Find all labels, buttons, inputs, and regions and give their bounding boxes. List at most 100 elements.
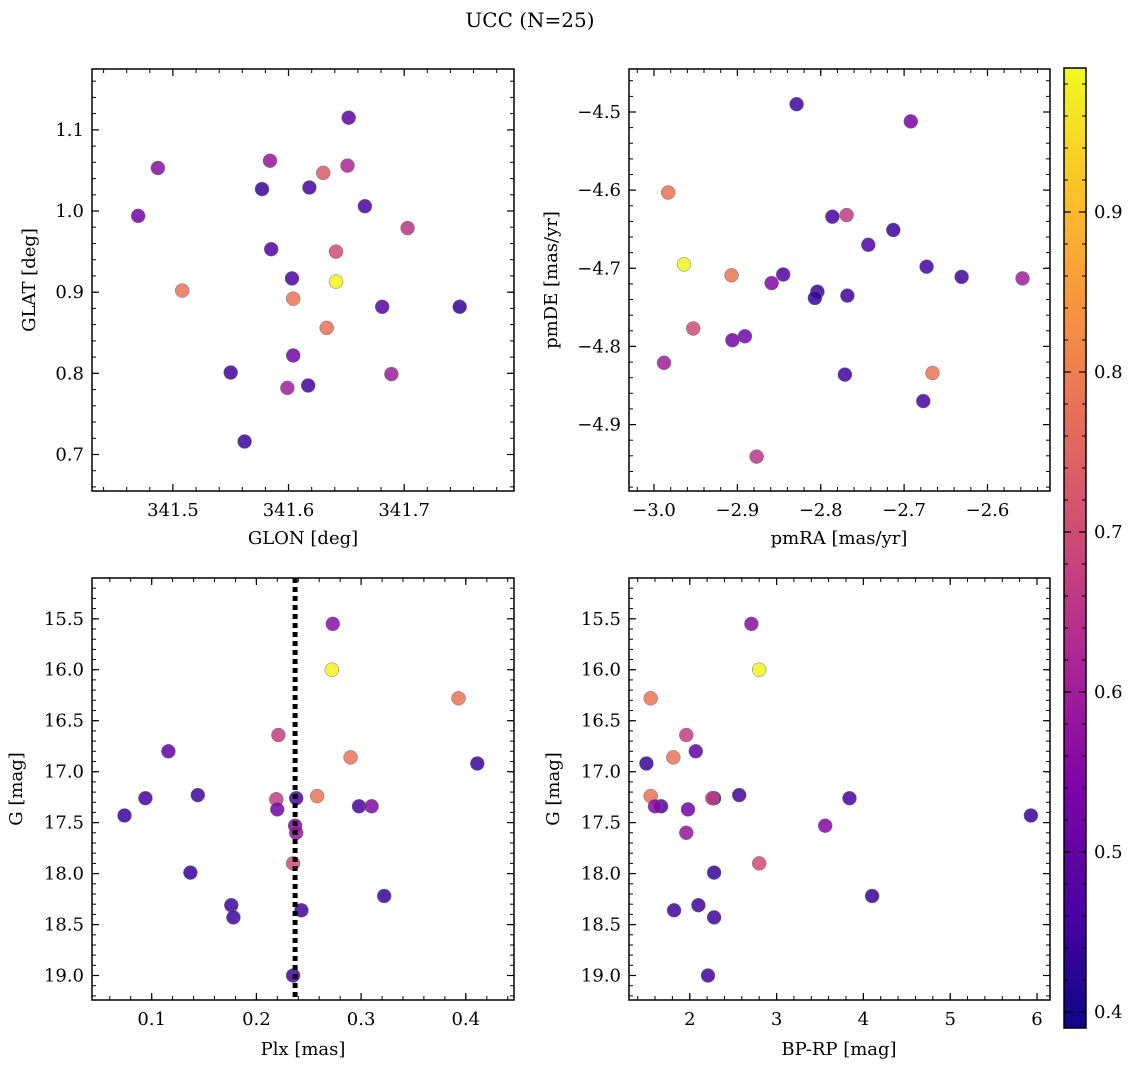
y-tick-label: 17.5 [44,813,84,834]
data-point [837,367,853,382]
x-tick-label: 0.3 [347,1009,376,1030]
x-tick-label: 3 [771,1009,782,1030]
data-point [223,365,238,380]
y-axis-label: G [mag] [6,752,27,825]
data-point [351,799,367,814]
data-point [691,897,706,913]
data-point [300,378,316,393]
data-point [679,825,694,841]
y-tick-label: 18.0 [581,864,621,885]
data-point [324,662,340,677]
data-point [451,691,466,706]
data-point [280,380,295,396]
data-point [751,662,767,677]
data-point [254,181,270,197]
data-point [817,818,833,833]
colorbar-frame [1063,67,1087,1029]
data-point [825,209,840,224]
data-point [470,756,485,771]
data-point [643,691,658,706]
y-tick-label: 18.0 [44,864,84,885]
data-point [343,750,358,765]
y-tick-label: 19.0 [44,966,84,987]
data-point [789,96,804,112]
data-point [1023,808,1039,823]
data-point [725,332,740,348]
data-point [325,616,341,632]
data-point [130,208,146,224]
colorbar-gradient [1064,68,1086,1028]
data-point [117,808,132,823]
data-point [262,153,278,168]
data-point [660,185,676,200]
data-point [705,790,720,806]
data-point [954,269,969,285]
colorbar-tick-label: 0.9 [1094,202,1123,223]
y-tick-label: −4.6 [577,180,621,201]
colorbar-tick-label: 0.5 [1094,842,1123,863]
y-tick-label: 0.8 [55,363,84,384]
data-point [309,788,325,804]
data-point [285,291,301,306]
x-tick-label: 5 [944,1009,955,1030]
y-tick-label: −4.7 [577,258,621,279]
data-point [263,241,279,257]
y-tick-label: 0.9 [55,282,84,303]
x-tick-label: 6 [1031,1009,1042,1030]
data-point [271,727,286,743]
data-point [886,222,901,238]
y-axis-label: pmDE [mas/yr] [541,211,562,349]
data-point [700,968,716,983]
data-point [285,348,301,363]
y-tick-label: 16.0 [44,660,84,681]
data-point [842,790,857,806]
data-point [384,366,399,382]
x-tick-label: 341.6 [263,500,315,521]
colorbar-tick-label: 0.7 [1094,522,1123,543]
data-point [315,165,331,181]
data-point [161,744,176,759]
data-point [706,865,722,880]
data-point [226,910,241,925]
data-point [916,393,931,409]
data-point [751,856,767,871]
colorbar-tick-label: 0.6 [1094,682,1123,703]
y-tick-label: 15.5 [44,609,84,630]
data-point [680,802,696,817]
data-point [744,616,759,632]
axes-frame [91,68,515,492]
y-tick-label: −4.5 [577,102,621,123]
y-tick-label: 16.5 [581,711,621,732]
y-tick-label: 16.0 [581,660,621,681]
data-point [749,449,764,464]
data-point [138,790,153,806]
data-point [340,158,355,173]
y-tick-label: 17.0 [581,762,621,783]
data-point [357,198,373,214]
data-point [374,299,390,315]
data-point [839,207,854,223]
data-point [639,756,654,771]
data-point [903,114,919,129]
x-tick-label: 0.2 [242,1009,271,1030]
data-point [328,244,344,259]
colorbar-tick-label: 0.8 [1094,362,1123,383]
data-point [775,267,791,282]
x-tick-label: 341.7 [378,500,430,521]
data-point [224,897,239,913]
data-point [376,888,392,904]
y-tick-label: 1.0 [55,201,84,222]
data-point [270,802,285,817]
figure-title: UCC (N=25) [465,8,594,32]
data-point [452,299,467,315]
axes-frame [91,577,515,1001]
x-tick-label: 2 [684,1009,695,1030]
data-point [237,434,252,449]
data-point [183,865,198,880]
y-tick-label: 17.5 [581,813,621,834]
x-axis-label: Plx [mas] [261,1039,346,1060]
data-point [685,321,701,336]
data-point [807,290,823,306]
data-point [364,799,379,814]
